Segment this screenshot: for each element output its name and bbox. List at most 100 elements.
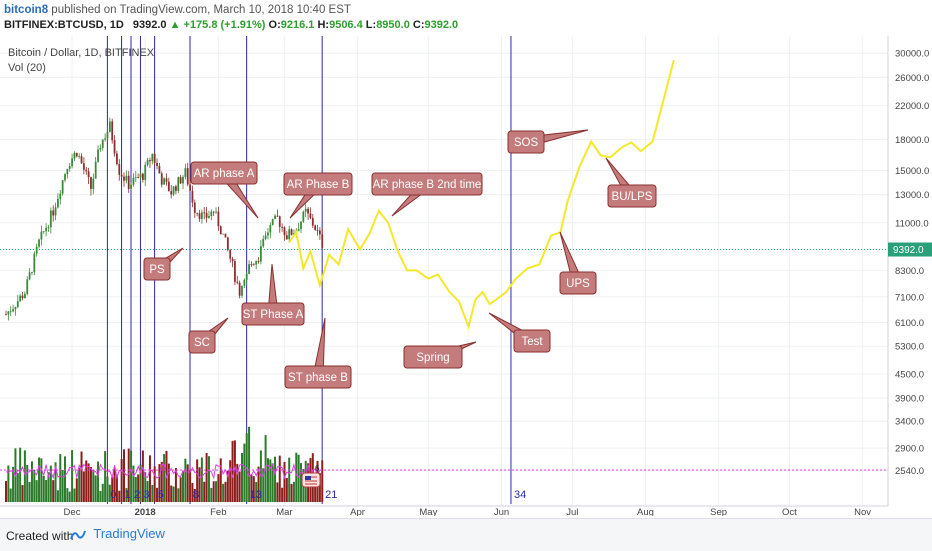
candle-body (49, 210, 52, 228)
candle-body (167, 181, 170, 192)
candle-body (285, 235, 288, 240)
last-price: 9392.0 (132, 19, 167, 31)
annotation-box (403, 345, 463, 369)
volume-bar (288, 457, 291, 502)
candle-body (210, 211, 213, 216)
volume-bar (35, 480, 38, 502)
x-tick-label: May (419, 507, 437, 516)
candle-body (252, 264, 255, 266)
candle-body (241, 285, 243, 296)
x-tick-label: Nov (854, 507, 871, 516)
candle-body (269, 224, 272, 233)
annotation-box (607, 184, 657, 208)
volume-bar (73, 488, 76, 502)
annotation-callout: ST phase B (284, 317, 352, 389)
candle-body (271, 218, 274, 225)
candle-body (264, 235, 267, 239)
volume-bar (238, 471, 241, 502)
tradingview-link[interactable]: TradingView (70, 526, 165, 541)
volume-bar (156, 487, 159, 502)
candle-body (120, 174, 123, 177)
x-tick-label: Jun (494, 507, 509, 516)
volume-bar (141, 450, 144, 502)
symbol-label: BITFINEX:BTCUSD, 1D (4, 19, 124, 31)
volume-bar (59, 454, 62, 502)
annotation-box (190, 161, 258, 185)
volume-bar (45, 479, 48, 502)
candle-body (108, 121, 111, 132)
volume-bar (257, 466, 260, 502)
annotation-callout: ST Phase A (241, 263, 305, 326)
publish-line: bitcoin8 published on TradingView.com, M… (4, 4, 351, 16)
symbol-line: BITFINEX:BTCUSD, 1D 9392.0 ▲ +175.8 (+1.… (4, 19, 458, 31)
volume-bar (219, 458, 222, 502)
y-tick-label: 30000.0 (895, 49, 929, 60)
candle-body (245, 273, 248, 280)
candle-body (189, 184, 191, 191)
candle-body (123, 176, 125, 181)
indicator-label: Vol (20) (8, 62, 46, 74)
price-chart[interactable]: AR phase A AR Phase B AR phase B 2nd time S… (0, 36, 932, 518)
chart-area[interactable]: AR phase A AR Phase B AR phase B 2nd time S… (0, 36, 932, 518)
x-tick-label: Apr (350, 507, 365, 516)
fib-label: 1 (125, 489, 131, 501)
annotation-label: BU/LPS (612, 191, 653, 203)
candle-body (101, 139, 104, 148)
y-tick-label: 5300.0 (895, 342, 924, 353)
annotation-box (284, 365, 352, 389)
candle-body (267, 232, 269, 236)
candle-body (259, 246, 262, 262)
flag-icon[interactable]: 6 (301, 464, 321, 488)
candle-body (177, 177, 180, 191)
volume-bar (21, 485, 24, 502)
volume-bar (252, 476, 255, 502)
candle-body (191, 190, 194, 203)
y-tick-label: 22000.0 (895, 101, 929, 112)
volume-bar (255, 481, 258, 502)
volume-bar (290, 483, 293, 502)
x-tick-label: Mar (276, 507, 292, 516)
volume-bar (85, 460, 88, 502)
close-label: C: (412, 19, 425, 31)
volume-bar (300, 463, 302, 502)
annotation-box (241, 302, 305, 326)
volume-bar (186, 464, 189, 502)
volume-bar (321, 460, 324, 502)
close-value: 9392.0 (424, 19, 459, 31)
created-with-label: Created with (6, 529, 74, 543)
annotation-label: ST phase B (288, 372, 348, 384)
volume-bar (40, 458, 43, 502)
candle-body (87, 171, 90, 178)
volume-bar (297, 454, 300, 502)
volume-bar (115, 474, 118, 502)
volume-bar (139, 464, 142, 502)
candle-body (149, 160, 151, 162)
author-link[interactable]: bitcoin8 (4, 4, 49, 16)
candle-body (73, 152, 76, 159)
candle-body (153, 153, 156, 163)
volume-bar (207, 456, 210, 502)
candle-body (302, 211, 305, 222)
volume-bar (111, 477, 114, 502)
volume-bar (262, 468, 265, 502)
candle-body (19, 295, 22, 302)
candle-body (186, 168, 189, 185)
high-value: 9506.4 (329, 19, 363, 31)
volume-bar (233, 440, 236, 502)
annotation-box (188, 330, 216, 354)
y-tick-label: 6100.0 (895, 318, 924, 329)
annotation-callout: SOS (507, 129, 589, 154)
candle-body (290, 229, 293, 235)
candle-body (28, 272, 31, 280)
candle-body (200, 212, 203, 219)
candle-body (224, 233, 227, 238)
volume-bar (78, 467, 81, 502)
volume-bar (61, 470, 64, 502)
volume-bar (82, 471, 85, 502)
candle-body (255, 261, 258, 265)
candle-body (64, 174, 66, 181)
volume-bar (151, 484, 154, 502)
volume-bar (94, 475, 97, 502)
candle-body (9, 311, 12, 313)
volume-bar (127, 448, 130, 502)
